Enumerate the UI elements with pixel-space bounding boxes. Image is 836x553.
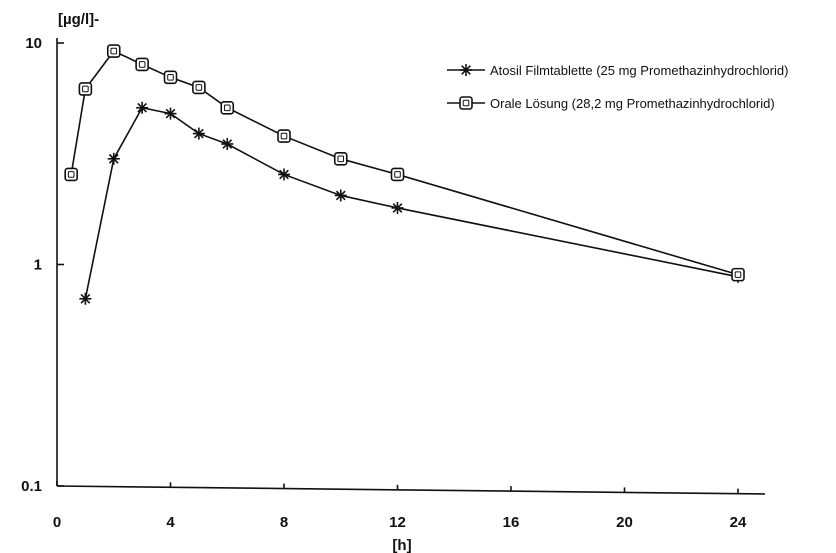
y-axis-label: [µg/l]- [58,11,99,28]
data-point [135,57,149,72]
x-axis-label: [h] [392,537,411,553]
data-point [78,82,93,96]
data-point [192,127,205,140]
data-point [106,44,121,58]
data-point [334,189,347,202]
legend-entry-2: Orale Lösung (28,2 mg Promethazinhydroch… [447,96,775,111]
data-point [333,152,348,166]
data-point [79,292,92,305]
legend-entry-1: Atosil Filmtablette (25 mg Promethazinhy… [447,63,788,78]
data-point [390,167,405,182]
data-point [277,129,291,143]
y-tick-label: 1 [34,257,42,274]
series [64,44,745,305]
x-axis-line [56,485,766,495]
series-line [84,106,739,299]
legend: Atosil Filmtablette (25 mg Promethazinhy… [447,63,788,111]
x-tick-label: 20 [616,514,633,531]
x-tick-label: 16 [503,514,520,531]
x-tick-label: 12 [389,514,406,531]
ticks: 0 4 8 12 16 20 24 0.1 1 10 [21,35,747,531]
data-point [220,100,235,115]
series-2 [64,44,745,282]
series-line [70,50,739,276]
data-point [136,101,149,114]
legend-label: Atosil Filmtablette (25 mg Promethazinhy… [490,63,788,78]
y-tick-label: 0.1 [21,478,42,495]
legend-label: Orale Lösung (28,2 mg Promethazinhydroch… [490,96,775,111]
data-point [64,167,78,182]
x-tick-label: 24 [730,514,747,531]
legend-marker [460,64,472,76]
data-point [731,267,745,282]
data-point [107,152,120,165]
data-point [192,80,206,95]
data-point [163,70,178,85]
axes: [µg/l]- [h] [56,11,766,553]
data-point [221,137,234,150]
x-tick-label: 8 [280,514,288,531]
data-point [391,201,404,214]
x-tick-label: 0 [53,514,61,531]
legend-marker [459,96,473,110]
series-1 [79,101,744,305]
data-point [278,168,290,181]
y-tick-label: 10 [25,35,42,52]
data-point [164,107,177,120]
x-tick-label: 4 [166,514,175,531]
